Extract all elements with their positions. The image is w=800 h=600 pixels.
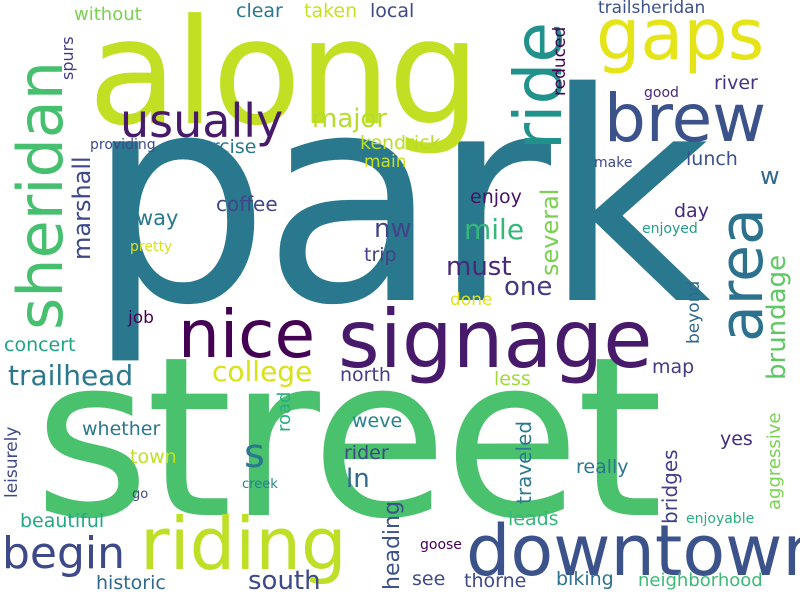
word-s: s	[244, 431, 265, 477]
word-bridges: bridges	[658, 449, 682, 524]
word-concert: concert	[4, 334, 76, 356]
word-good: good	[644, 85, 679, 101]
word-river: river	[714, 72, 758, 94]
word-creek: creek	[242, 477, 278, 492]
word-nice: nice	[178, 296, 316, 373]
word-several: several	[536, 188, 564, 276]
word-town: town	[130, 446, 177, 468]
word-providing: providing	[90, 137, 156, 153]
word-kendrick: kendrick	[360, 132, 441, 154]
word-leisurely: leisurely	[2, 426, 22, 498]
word-aggressive: aggressive	[764, 412, 785, 510]
word-map: map	[652, 356, 695, 378]
word-ln: ln	[346, 464, 370, 494]
word-north: north	[340, 364, 391, 386]
word-thorne: thorne	[464, 570, 527, 592]
word-one: one	[504, 272, 553, 302]
word-weve: weve	[352, 410, 403, 432]
word-beautiful: beautiful	[20, 510, 105, 532]
word-neighborhood: neighborhood	[638, 570, 763, 591]
word-beyond: beyond	[684, 280, 704, 344]
word-pretty: pretty	[130, 239, 173, 255]
word-usually: usually	[120, 94, 284, 148]
word-street: street	[34, 310, 663, 568]
word-leads: leads	[508, 508, 559, 530]
word-enjoyed: enjoyed	[642, 221, 698, 237]
word-brew: brew	[604, 80, 767, 157]
word-job: job	[128, 308, 154, 328]
word-heading: heading	[380, 501, 405, 590]
word-gaps: gaps	[596, 0, 765, 76]
word-rider: rider	[344, 442, 389, 464]
word-begin: begin	[2, 528, 126, 579]
word-college: college	[212, 355, 313, 388]
word-nw: nw	[374, 214, 412, 244]
word-park: park	[86, 32, 711, 369]
word-less: less	[494, 368, 531, 390]
word-riding: riding	[140, 502, 347, 586]
word-local: local	[370, 0, 415, 22]
word-whether: whether	[82, 418, 161, 440]
word-enjoyable: enjoyable	[686, 511, 755, 527]
word-sheridan: sheridan	[4, 60, 77, 330]
word-major: major	[312, 104, 388, 134]
word-taken: taken	[304, 0, 358, 22]
word-reduced: reduced	[550, 26, 570, 96]
word-main: main	[364, 152, 407, 172]
word-trailsheridan: trailsheridan	[598, 0, 706, 18]
word-way: way	[136, 206, 179, 230]
word-clear: clear	[236, 0, 283, 22]
word-marshall: marshall	[68, 156, 96, 260]
word-brundage: brundage	[762, 254, 792, 380]
word-goose: goose	[420, 537, 462, 553]
word-see: see	[412, 568, 446, 590]
word-without: without	[74, 4, 142, 25]
word-biking: biking	[556, 568, 614, 590]
word-mile: mile	[464, 213, 525, 246]
word-downtown: downtown	[466, 510, 800, 592]
word-south: south	[248, 566, 321, 596]
word-along: along	[88, 0, 481, 158]
word-enjoy: enjoy	[470, 186, 522, 208]
word-really: really	[576, 456, 629, 478]
word-exercise: exercise	[178, 136, 257, 158]
word-signage: signage	[338, 293, 653, 386]
word-trailhead: trailhead	[8, 359, 134, 392]
word-spurs: spurs	[58, 36, 77, 80]
word-trip: trip	[364, 244, 397, 266]
word-make: make	[594, 155, 633, 171]
word-go: go	[132, 487, 149, 502]
word-lunch: lunch	[686, 148, 738, 170]
word-yes: yes	[720, 428, 753, 450]
word-road: road	[274, 391, 295, 432]
word-coffee: coffee	[216, 192, 278, 216]
word-historic: historic	[96, 572, 166, 594]
word-traveled: traveled	[512, 420, 536, 504]
word-w: w	[760, 162, 780, 190]
word-done: done	[450, 290, 493, 310]
word-day: day	[674, 200, 709, 222]
word-must: must	[446, 252, 512, 282]
